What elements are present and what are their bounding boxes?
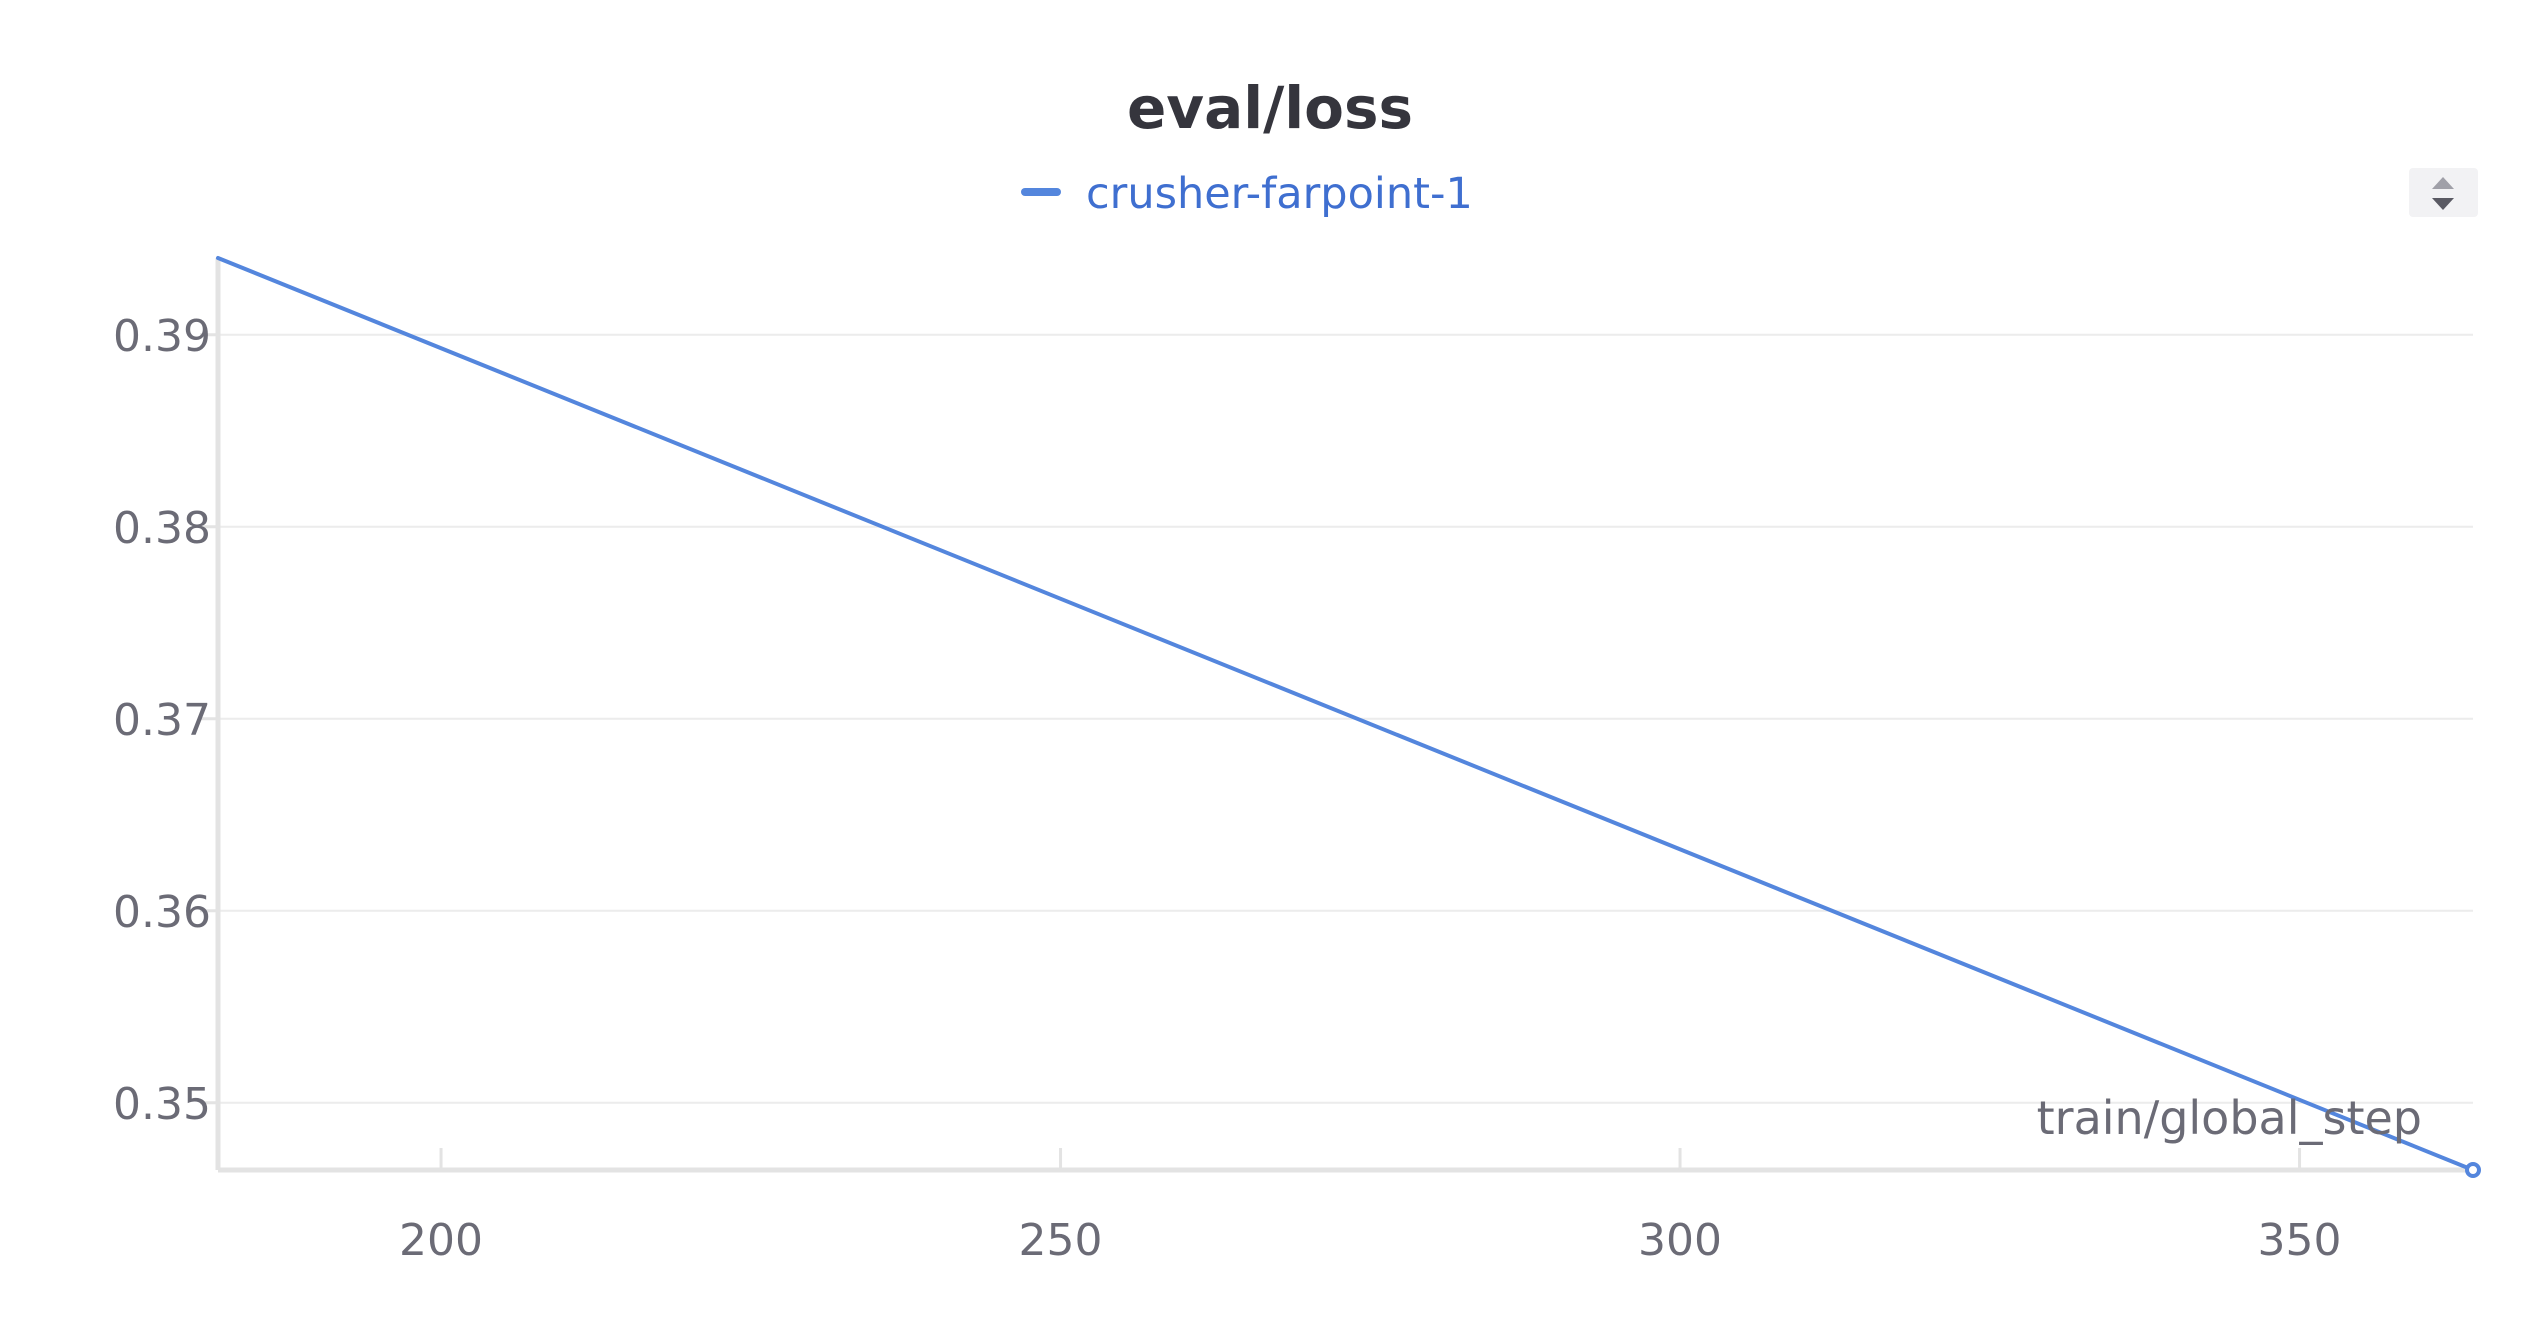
y-tick-label: 0.36 — [113, 887, 211, 938]
legend-label[interactable]: crusher-farpoint-1 — [1086, 169, 1473, 219]
series-layer — [216, 256, 2481, 1178]
y-tick-label: 0.39 — [113, 311, 211, 362]
legend-swatch — [1021, 188, 1061, 196]
sort-button[interactable] — [2409, 168, 2478, 217]
series-end-point[interactable] — [2465, 1162, 2481, 1178]
legend[interactable]: crusher-farpoint-1 — [1021, 169, 1473, 219]
x-tick-label: 250 — [1019, 1215, 1103, 1266]
axes — [200, 258, 2473, 1173]
x-axis-title: train/global_step — [2037, 1091, 2422, 1145]
grid-lines — [218, 333, 2473, 1104]
series-line[interactable] — [216, 256, 2475, 1172]
x-tick-label: 200 — [399, 1215, 483, 1266]
sort-up-down-icon — [2432, 177, 2454, 210]
x-tick-label: 350 — [2258, 1215, 2342, 1266]
y-tick-label: 0.35 — [113, 1079, 211, 1130]
y-tick-label: 0.37 — [113, 695, 211, 746]
x-tick-label: 300 — [1638, 1215, 1722, 1266]
y-tick-label: 0.38 — [113, 503, 211, 554]
tick-labels: 0.35 0.36 0.37 0.38 0.39 200 250 300 350 — [113, 311, 2342, 1266]
sort-button-bg — [2409, 168, 2478, 217]
chart-title: eval/loss — [1127, 74, 1413, 142]
